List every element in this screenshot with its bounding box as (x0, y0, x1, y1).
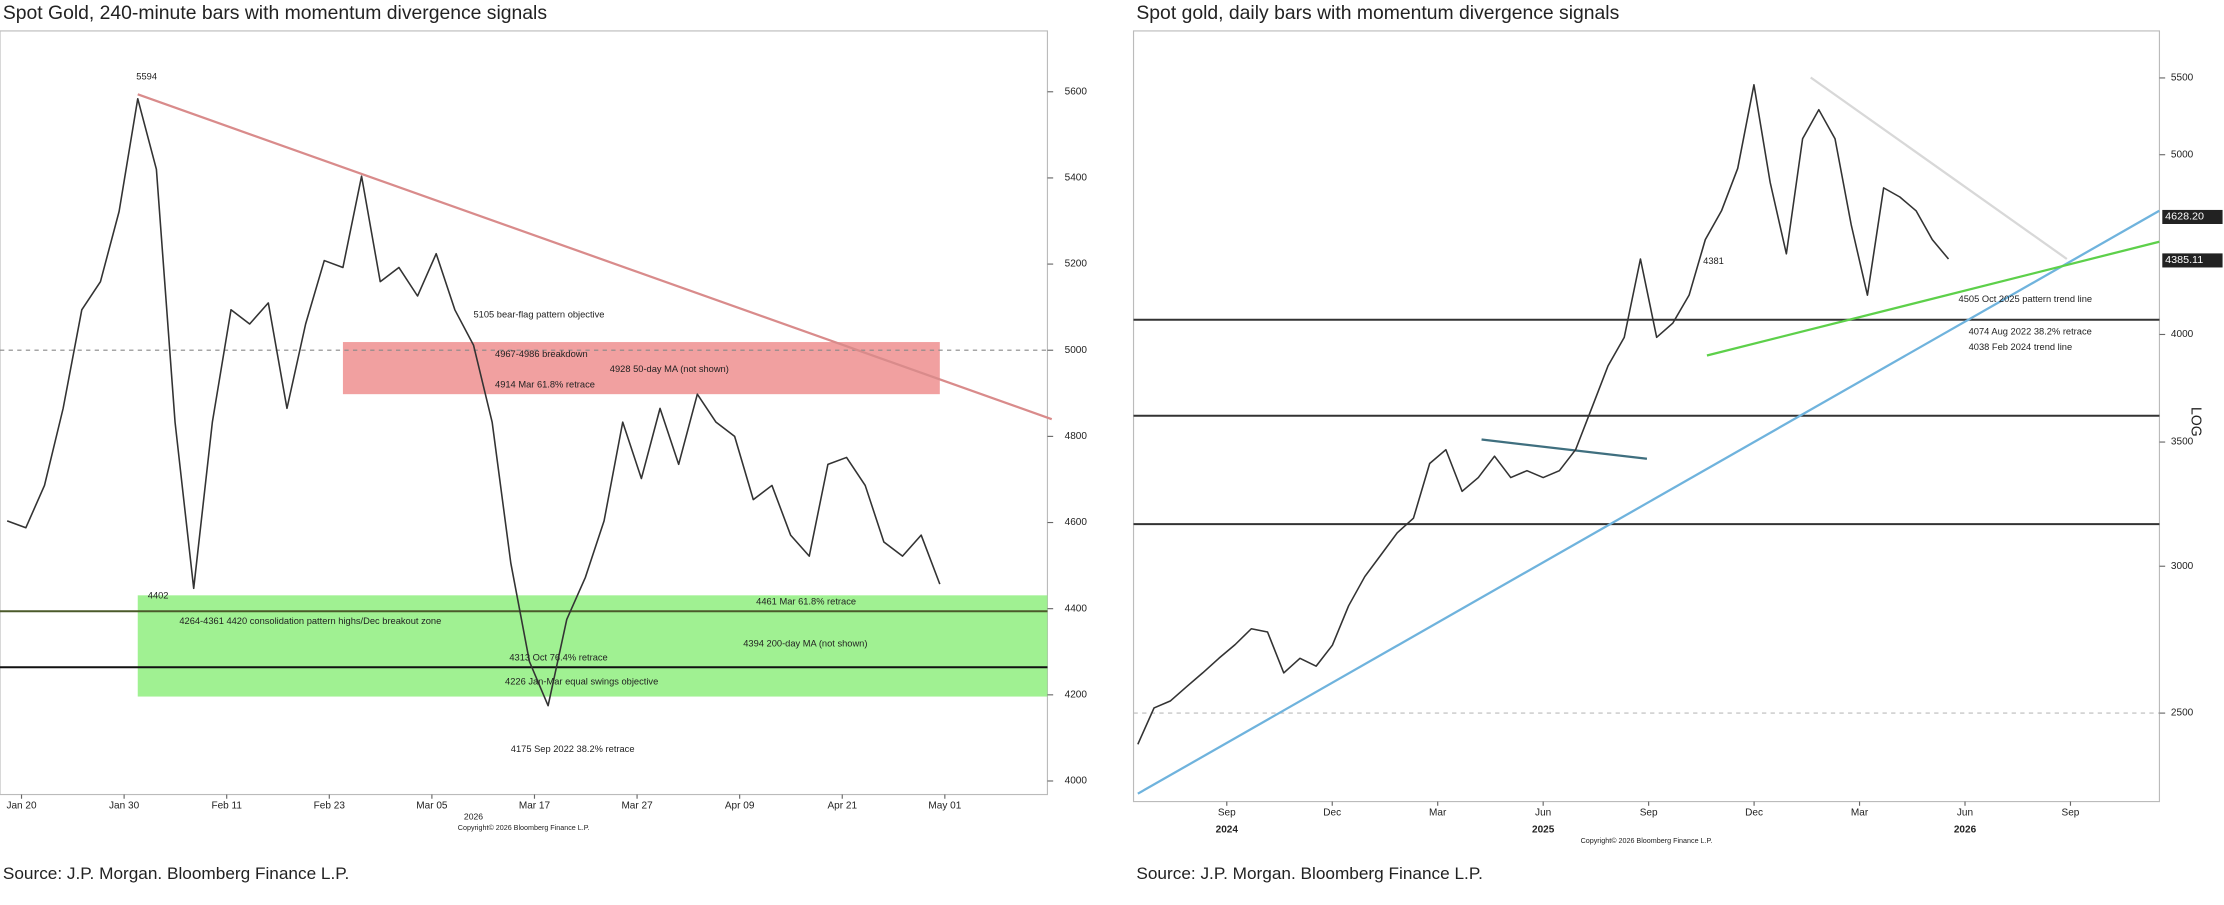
x-tick-label: May 01 (928, 800, 961, 811)
year-label: 2026 (464, 811, 483, 821)
y-tick-label: 4200 (1065, 690, 1088, 701)
x-tick-label: Mar 17 (519, 800, 551, 811)
x-tick-label: Jun (1957, 807, 1973, 818)
x-tick-label: Mar 27 (621, 800, 653, 811)
y-tick-label: 5500 (2171, 73, 2194, 84)
annotation: 4914 Mar 61.8% retrace (495, 380, 595, 390)
y-tick-label: 5000 (1065, 345, 1088, 356)
chart-title: Spot gold, daily bars with momentum dive… (1136, 3, 1619, 24)
y-tick-label: 4000 (1065, 776, 1088, 787)
price-line (1137, 84, 1950, 745)
trend-line (1810, 76, 2068, 260)
footer: Copyright© 2026 Bloomberg Finance L.P. (1581, 837, 1713, 845)
x-tick-label: Feb 23 (314, 800, 346, 811)
source: Source: J.P. Morgan. Bloomberg Finance L… (1136, 864, 1482, 883)
x-tick-label: Sep (2062, 807, 2080, 818)
annotation: 4074 Aug 2022 38.2% retrace (1969, 326, 2092, 336)
annotation: 4402 (148, 591, 169, 601)
annotation: 4175 Sep 2022 38.2% retrace (511, 744, 635, 754)
annotation: 5594 (136, 72, 157, 82)
y-tick-label: 4000 (2171, 329, 2194, 340)
x-tick-label: Jan 30 (109, 800, 140, 811)
x-tick-label: Mar (1429, 807, 1447, 818)
x-tick-label: Apr 09 (725, 800, 755, 811)
y-tick-label: 4800 (1065, 431, 1088, 442)
y-tick-label: 5400 (1065, 173, 1088, 184)
x-tick-label: Apr 21 (827, 800, 857, 811)
annotation: 5105 bear-flag pattern objective (473, 309, 604, 319)
x-tick-label: Jan 20 (6, 800, 37, 811)
annotation: 4505 Oct 2025 pattern trend line (1959, 294, 2093, 304)
y-tick-label: 5000 (2171, 149, 2194, 160)
x-tick-label: Dec (1745, 807, 1763, 818)
annotation: 4038 Feb 2024 trend line (1969, 342, 2073, 352)
trend-line (1706, 240, 2160, 357)
chart-title: Spot Gold, 240-minute bars with momentum… (3, 3, 547, 24)
y-tick-label: 5200 (1065, 259, 1088, 270)
price-line (6, 97, 941, 707)
x-tick-label: Mar 05 (416, 800, 448, 811)
x-tick-label: Jun (1535, 807, 1551, 818)
trend-line (1481, 438, 1648, 460)
annotation: 4394 200-day MA (not shown) (743, 639, 867, 649)
source: Source: J.P. Morgan. Bloomberg Finance L… (3, 864, 349, 883)
trend-line (137, 93, 1053, 421)
annotation: 4264-4361 4420 consolidation pattern hig… (179, 616, 441, 626)
y-tick-label: 3000 (2171, 561, 2194, 572)
trend-line (1137, 209, 2160, 795)
annotation: 4967-4986 breakdown (495, 349, 588, 359)
y-tick-label: 3500 (2171, 437, 2194, 448)
price-tag (2162, 209, 2223, 224)
annotation: 4313 Oct 76.4% retrace (509, 653, 607, 663)
x-tick-label: Dec (1323, 807, 1341, 818)
y-tick-label: 5600 (1065, 86, 1088, 97)
x-tick-label: Sep (1218, 807, 1236, 818)
annotation: 4226 Jan-Mar equal swings objective (505, 677, 658, 687)
price-tag-label: 4385.11 (2165, 254, 2203, 266)
price-tag (2162, 253, 2223, 268)
x-tick-label: Mar (1851, 807, 1869, 818)
y-tick-label: 4400 (1065, 603, 1088, 614)
annotation: 4381 (1703, 256, 1724, 266)
annotation: 4461 Mar 61.8% retrace (756, 596, 856, 606)
footer: Copyright© 2026 Bloomberg Finance L.P. (458, 824, 590, 832)
left-frame (0, 30, 1049, 796)
year-label: 2025 (1532, 824, 1555, 835)
x-tick-label: Sep (1640, 807, 1658, 818)
axis-label: LOG (2187, 407, 2203, 437)
year-label: 2026 (1954, 824, 1977, 835)
price-tag-label: 4628.20 (2165, 211, 2204, 223)
y-tick-label: 4600 (1065, 517, 1088, 528)
y-tick-label: 2500 (2171, 708, 2194, 719)
year-label: 2024 (1216, 824, 1239, 835)
annotation: 4928 50-day MA (not shown) (610, 364, 729, 374)
x-tick-label: Feb 11 (211, 800, 242, 811)
